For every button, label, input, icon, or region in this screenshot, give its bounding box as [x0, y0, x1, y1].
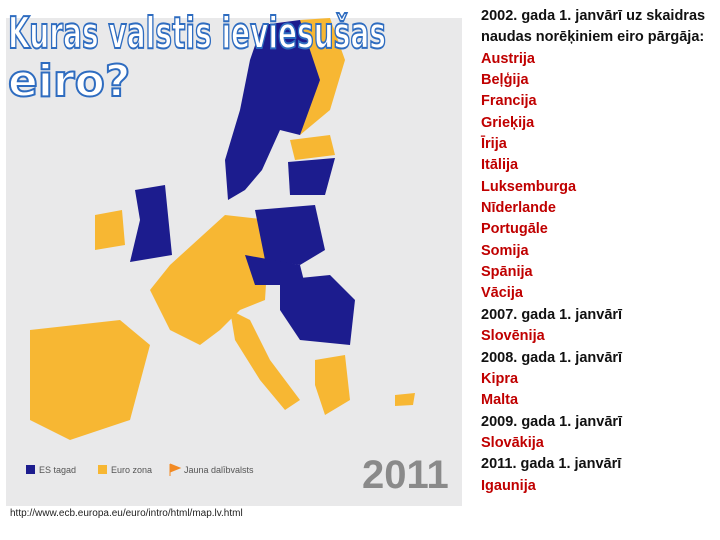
euro-map: ES tagad Euro zona Jauna dalībvalsts 201…: [6, 7, 462, 506]
poland: [255, 205, 325, 265]
iberia: [30, 320, 150, 440]
legend-swatch: [98, 465, 107, 474]
estonia: [290, 135, 335, 160]
country-name: Portugāle: [481, 221, 548, 238]
country-name: Nīderlande: [481, 200, 556, 217]
country-name: Malta: [481, 392, 519, 409]
country-name: Spānija: [481, 264, 533, 281]
legend-swatch: [26, 465, 35, 474]
country-name: Luksemburga: [481, 178, 577, 195]
legend-label: Jauna dalībvalsts: [184, 465, 254, 475]
legend-flag: [169, 463, 182, 476]
france-germany: [150, 215, 270, 345]
finland: [300, 18, 345, 135]
date-heading: 2009. gada 1. janvārī: [481, 413, 623, 430]
country-name: Beļģija: [481, 72, 529, 89]
title-line: Kuras valstis ieviesušas: [8, 8, 386, 59]
country-name: Somija: [481, 242, 529, 259]
country-name: Vācija: [481, 285, 523, 302]
country-name: Igaunija: [481, 477, 536, 494]
latvia-lithuania: [288, 158, 335, 195]
country-name: Itālija: [481, 157, 519, 174]
country-name: Francija: [481, 93, 537, 110]
euro-adoption-list: 2002. gada 1. janvārī uz skaidras naudas…: [481, 6, 716, 497]
cyprus: [395, 393, 415, 406]
date-heading: 2002. gada 1. janvārī uz skaidras naudas…: [481, 8, 706, 46]
country-name: Īrija: [481, 136, 507, 153]
ireland: [95, 210, 125, 250]
legend-label: ES tagad: [39, 465, 76, 475]
country-name: Austrija: [481, 50, 535, 67]
date-heading: 2007. gada 1. janvārī: [481, 306, 623, 323]
date-heading: 2008. gada 1. janvārī: [481, 349, 623, 366]
sweden-norway: [225, 20, 330, 200]
uk: [130, 185, 172, 262]
date-heading: 2011. gada 1. janvārī: [481, 456, 622, 473]
map-year: 2011: [362, 453, 449, 497]
italy: [230, 310, 300, 410]
country-name: Slovākija: [481, 434, 544, 451]
legend-label: Euro zona: [111, 465, 152, 475]
greece: [315, 355, 350, 415]
country-name: Grieķija: [481, 114, 535, 131]
source-url: http://www.ecb.europa.eu/euro/intro/html…: [10, 508, 243, 519]
romania-hungary: [280, 275, 355, 345]
title-line: eiro?: [8, 56, 130, 107]
czech: [245, 255, 305, 285]
country-name: Slovēnija: [481, 328, 545, 345]
country-name: Kipra: [481, 370, 519, 387]
